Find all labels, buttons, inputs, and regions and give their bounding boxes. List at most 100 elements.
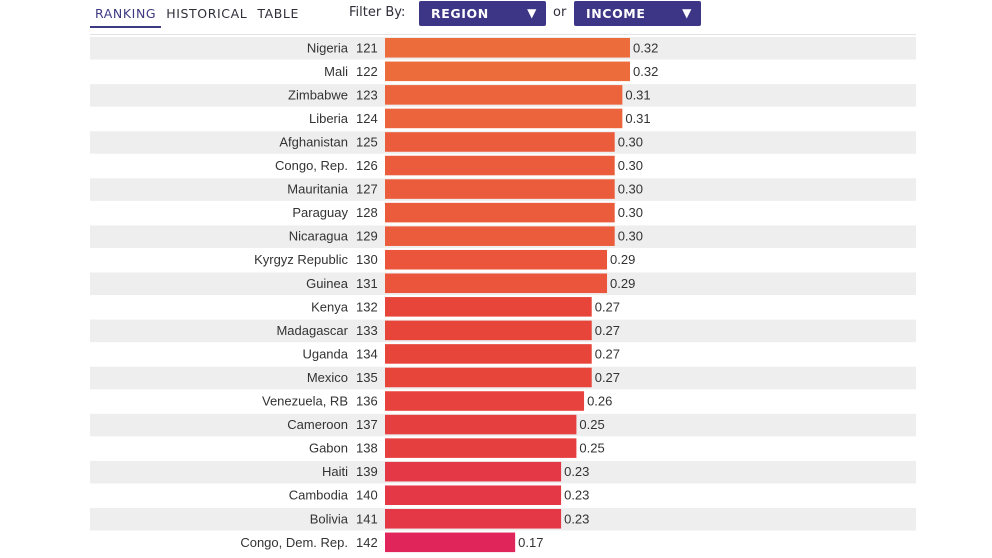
country-label: Guinea <box>306 276 349 291</box>
income-select-value: INCOME <box>586 6 646 21</box>
country-label: Cameroon <box>287 417 348 432</box>
country-label: Liberia <box>309 111 349 126</box>
value-label: 0.30 <box>618 205 643 220</box>
country-label: Kyrgyz Republic <box>254 252 348 267</box>
value-label: 0.26 <box>587 394 612 409</box>
rank-label: 137 <box>356 417 378 432</box>
rank-label: 124 <box>356 111 378 126</box>
rank-label: 123 <box>356 87 378 102</box>
bar <box>385 320 592 341</box>
or-label: or <box>553 5 567 20</box>
region-select[interactable]: REGION ▼ <box>419 1 546 26</box>
rank-label: 142 <box>356 535 378 550</box>
rank-label: 130 <box>356 252 378 267</box>
value-label: 0.27 <box>595 346 620 361</box>
country-label: Gabon <box>309 441 348 456</box>
country-label: Mauritania <box>287 182 348 197</box>
value-label: 0.29 <box>610 252 635 267</box>
rank-label: 138 <box>356 441 378 456</box>
bar <box>385 85 623 105</box>
country-label: Nigeria <box>307 40 349 55</box>
value-label: 0.27 <box>595 323 620 338</box>
bar <box>385 532 516 553</box>
country-label: Uganda <box>302 346 348 361</box>
rank-label: 139 <box>356 464 378 479</box>
tab-ranking[interactable]: RANKING <box>90 0 162 28</box>
header-divider <box>90 34 916 35</box>
income-select[interactable]: INCOME ▼ <box>574 1 701 26</box>
country-label: Congo, Rep. <box>275 158 348 173</box>
value-label: 0.23 <box>564 488 589 503</box>
rank-label: 136 <box>356 394 378 409</box>
rank-label: 131 <box>356 276 378 291</box>
country-label: Congo, Dem. Rep. <box>240 535 348 550</box>
value-label: 0.23 <box>564 464 589 479</box>
bar <box>385 132 615 152</box>
country-label: Mexico <box>307 370 348 385</box>
value-label: 0.27 <box>595 299 620 314</box>
rank-label: 133 <box>356 323 378 338</box>
value-label: 0.30 <box>618 158 643 173</box>
rank-label: 141 <box>356 511 378 526</box>
value-label: 0.29 <box>610 276 635 291</box>
value-label: 0.31 <box>625 87 650 102</box>
country-label: Bolivia <box>310 511 349 526</box>
country-label: Afghanistan <box>279 134 348 149</box>
value-label: 0.23 <box>564 511 589 526</box>
rank-label: 135 <box>356 370 378 385</box>
bar <box>385 61 630 82</box>
country-label: Kenya <box>311 299 349 314</box>
region-select-value: REGION <box>431 6 489 21</box>
value-label: 0.30 <box>618 229 643 244</box>
tab-historical[interactable]: HISTORICAL <box>166 6 248 21</box>
rank-label: 140 <box>356 488 378 503</box>
country-label: Venezuela, RB <box>262 394 348 409</box>
value-label: 0.30 <box>618 134 643 149</box>
rank-label: 129 <box>356 229 378 244</box>
rank-label: 125 <box>356 134 378 149</box>
bar <box>385 461 562 482</box>
tab-table[interactable]: TABLE <box>257 6 299 21</box>
bar <box>385 391 585 411</box>
country-label: Cambodia <box>289 488 349 503</box>
value-label: 0.30 <box>618 182 643 197</box>
rank-label: 132 <box>356 299 378 314</box>
bar <box>385 108 623 129</box>
bar <box>385 509 562 529</box>
country-label: Nicaragua <box>289 229 349 244</box>
bar <box>385 414 577 435</box>
bar <box>385 367 592 388</box>
country-label: Paraguay <box>292 205 348 220</box>
bar <box>385 226 615 246</box>
value-label: 0.32 <box>633 64 658 79</box>
value-label: 0.32 <box>633 40 658 55</box>
value-label: 0.25 <box>579 417 604 432</box>
chart-header: RANKING HISTORICAL TABLE Filter By: REGI… <box>0 0 992 36</box>
rank-label: 127 <box>356 182 378 197</box>
rank-label: 134 <box>356 346 378 361</box>
country-label: Zimbabwe <box>288 87 348 102</box>
country-label: Haiti <box>322 464 348 479</box>
bar <box>385 273 608 294</box>
bar <box>385 485 562 505</box>
bar <box>385 38 630 58</box>
chevron-down-icon: ▼ <box>682 6 692 20</box>
filter-by-label: Filter By: <box>349 5 406 20</box>
bar <box>385 297 592 317</box>
value-label: 0.31 <box>625 111 650 126</box>
bar <box>385 179 615 199</box>
bar <box>385 344 592 364</box>
view-tabs: RANKING HISTORICAL TABLE <box>90 0 304 30</box>
rank-label: 126 <box>356 158 378 173</box>
bar <box>385 155 615 176</box>
country-label: Mali <box>324 64 348 79</box>
value-label: 0.27 <box>595 370 620 385</box>
value-label: 0.25 <box>579 441 604 456</box>
country-label: Madagascar <box>276 323 348 338</box>
value-label: 0.17 <box>518 535 543 550</box>
chevron-down-icon: ▼ <box>527 6 537 20</box>
bar <box>385 249 608 270</box>
bar <box>385 202 615 223</box>
bar <box>385 438 577 458</box>
